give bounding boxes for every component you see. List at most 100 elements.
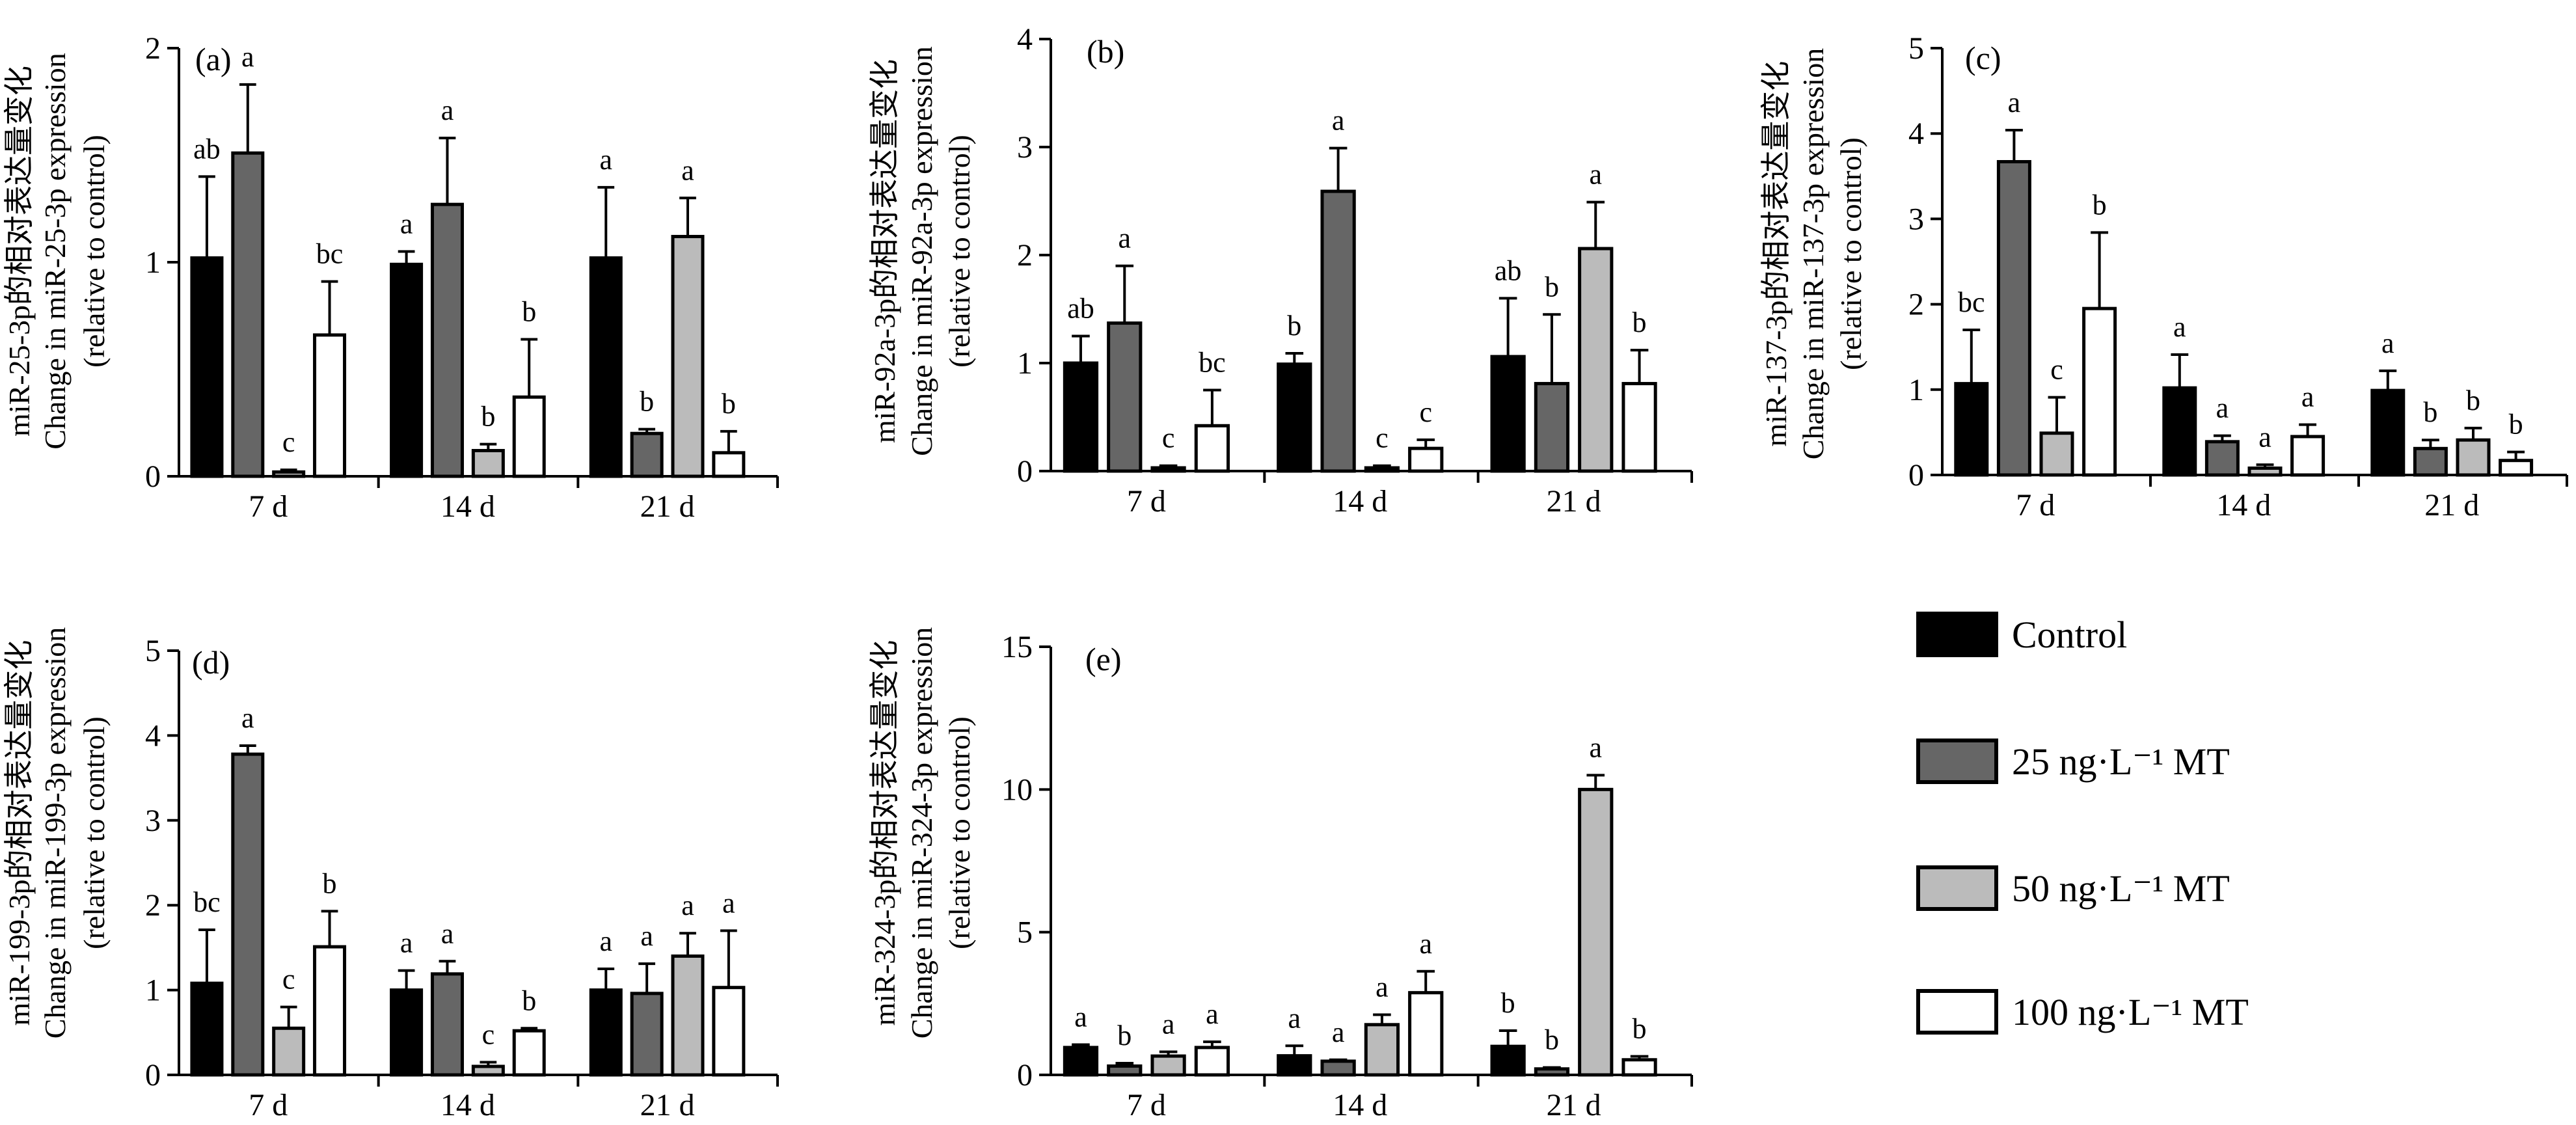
- y-tick-label: 0: [145, 459, 161, 494]
- y-axis-label: (relative to control): [77, 135, 111, 368]
- significance-label: b: [1633, 1012, 1647, 1044]
- x-tick-label: 21 d: [1547, 484, 1601, 519]
- significance-label: a: [1074, 1001, 1087, 1033]
- bar: [313, 333, 347, 478]
- significance-label: bc: [1199, 347, 1226, 379]
- bar: [471, 449, 505, 478]
- bar: [1194, 424, 1230, 473]
- bar: [430, 202, 464, 478]
- y-axis-label: (relative to control): [1834, 137, 1867, 370]
- panel-label: (a): [195, 41, 232, 77]
- legend-swatch: [1916, 865, 1998, 911]
- bar: [1150, 1054, 1186, 1077]
- significance-label: b: [481, 401, 495, 433]
- bar: [1621, 382, 1657, 473]
- bar: [1408, 991, 1444, 1077]
- y-axis-label: Change in miR-92a-3p expression: [905, 46, 938, 456]
- y-axis-label: Change in miR-199-3p expression: [38, 627, 72, 1038]
- y-axis-label: Change in miR-324-3p expression: [905, 627, 938, 1038]
- significance-label: bc: [316, 238, 344, 270]
- y-tick-label: 3: [1908, 202, 1924, 236]
- bar: [1320, 1059, 1356, 1077]
- chart-panel-b: 0 1 2 3 4 (b) miR-92a-3p的相对表达量变化 Change in miR-…: [868, 22, 1693, 519]
- bar: [1063, 361, 1099, 473]
- bar: [2204, 440, 2240, 477]
- bar: [1107, 1064, 1143, 1077]
- bar: [1277, 362, 1312, 473]
- significance-label: a: [1332, 105, 1345, 137]
- bar: [712, 451, 746, 478]
- y-tick-label: 2: [1017, 238, 1033, 273]
- bar: [712, 986, 746, 1077]
- panel-label: (d): [192, 644, 230, 681]
- y-tick-label: 2: [1908, 288, 1924, 322]
- significance-label: a: [400, 208, 413, 240]
- chart-panel-e: 0 5 10 15 (e) miR-324-3p的相对表达量变化 Change in miR…: [868, 627, 1693, 1122]
- y-axis-label: (relative to control): [943, 716, 976, 949]
- y-tick-label: 0: [145, 1058, 161, 1092]
- significance-label: ab: [1067, 293, 1094, 325]
- significance-label: b: [2466, 385, 2480, 416]
- bar: [1490, 1044, 1526, 1077]
- y-axis-label: miR-92a-3p的相对表达量变化: [868, 59, 901, 443]
- legend: Control 25 ng·L⁻¹ MT 50 ng·L⁻¹ MT 100 ng·L⁻…: [1916, 612, 2249, 1035]
- y-tick-label: 1: [145, 973, 161, 1008]
- y-tick-label: 0: [1017, 1058, 1033, 1092]
- x-tick-label: 14 d: [1333, 1088, 1387, 1122]
- x-tick-label: 14 d: [441, 1088, 495, 1122]
- x-tick-label: 14 d: [2216, 488, 2271, 522]
- x-tick-label: 7 d: [1127, 484, 1166, 519]
- bar: [390, 262, 424, 478]
- bar: [231, 752, 265, 1077]
- y-tick-label: 5: [145, 634, 161, 668]
- significance-label: a: [600, 925, 613, 957]
- legend-swatch: [1916, 989, 1998, 1035]
- legend-label: 25 ng·L⁻¹ MT: [2012, 740, 2230, 783]
- bar: [190, 256, 224, 478]
- bar: [2456, 438, 2491, 477]
- y-tick-label: 10: [1001, 772, 1033, 807]
- significance-label: a: [441, 917, 454, 949]
- significance-label: c: [1162, 422, 1175, 454]
- x-tick-label: 7 d: [249, 1088, 288, 1122]
- bar: [1063, 1046, 1099, 1077]
- y-tick-label: 0: [1908, 458, 1924, 493]
- significance-label: c: [1419, 396, 1432, 428]
- y-axis-label: Change in miR-137-3p expression: [1796, 48, 1830, 459]
- x-tick-label: 21 d: [640, 1088, 695, 1122]
- panel-label: (b): [1087, 33, 1124, 70]
- bar: [313, 945, 347, 1077]
- y-tick-label: 5: [1908, 31, 1924, 66]
- bar: [1954, 382, 1989, 477]
- significance-label: a: [2216, 392, 2229, 424]
- significance-label: b: [640, 386, 654, 418]
- y-axis-label: miR-199-3p的相对表达量变化: [3, 640, 36, 1026]
- bar: [2290, 435, 2325, 477]
- bar: [671, 235, 705, 478]
- y-tick-label: 5: [1017, 915, 1033, 950]
- chart-panel-d: 0 1 2 3 4 5 (d) miR-199-3p的相对表达量变化 Change in miR…: [3, 627, 779, 1122]
- significance-label: a: [441, 94, 454, 126]
- legend-label: Control: [2012, 614, 2127, 656]
- significance-label: a: [640, 920, 653, 952]
- x-tick-label: 7 d: [249, 489, 288, 524]
- bar: [430, 972, 464, 1077]
- significance-label: a: [2301, 381, 2314, 413]
- x-tick-label: 21 d: [2424, 488, 2479, 522]
- significance-label: a: [1589, 731, 1602, 763]
- significance-label: b: [2509, 409, 2523, 441]
- significance-label: b: [2093, 189, 2107, 221]
- significance-label: b: [1545, 271, 1559, 303]
- bar: [1490, 355, 1526, 473]
- bar: [2082, 306, 2117, 477]
- legend-label: 50 ng·L⁻¹ MT: [2012, 867, 2230, 910]
- y-tick-label: 0: [1017, 454, 1033, 489]
- panel-label: (e): [1085, 641, 1122, 677]
- x-tick-label: 14 d: [1333, 484, 1387, 519]
- legend-swatch: [1916, 612, 1998, 657]
- bar: [471, 1064, 505, 1077]
- significance-label: b: [1545, 1024, 1559, 1056]
- significance-label: a: [1288, 1002, 1301, 1034]
- bar: [272, 1026, 306, 1077]
- y-axis-label: Change in miR-25-3p expression: [38, 53, 72, 449]
